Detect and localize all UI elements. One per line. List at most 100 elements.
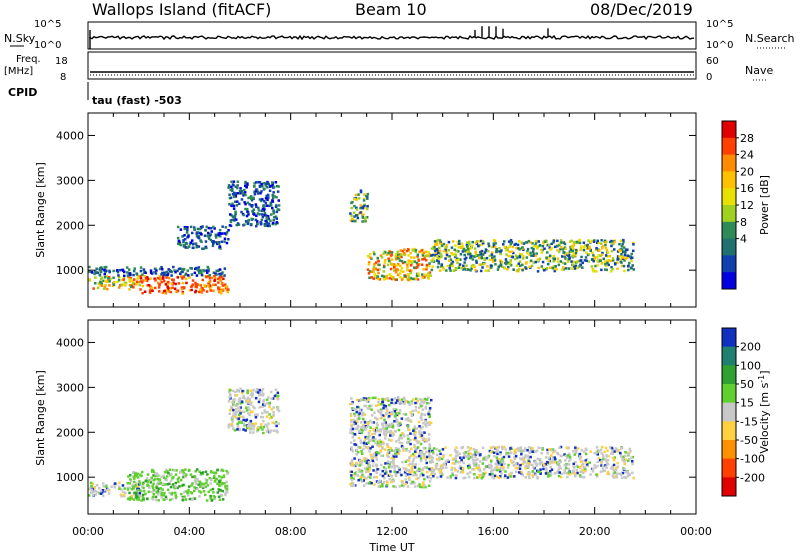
echo-cell bbox=[237, 421, 241, 424]
echo-cell bbox=[457, 258, 460, 262]
echo-cell bbox=[229, 196, 233, 199]
echo-cell bbox=[424, 485, 427, 489]
echo-cell bbox=[383, 476, 386, 480]
echo-cell bbox=[151, 289, 154, 293]
echo-cell bbox=[405, 449, 408, 452]
echo-cell bbox=[545, 467, 548, 470]
echo-cell bbox=[239, 415, 242, 419]
echo-cell bbox=[435, 241, 438, 244]
echo-cell bbox=[201, 247, 204, 250]
echo-cell bbox=[559, 247, 562, 251]
echo-cell bbox=[227, 184, 231, 187]
echo-cell bbox=[219, 488, 222, 492]
echo-cell bbox=[264, 214, 268, 217]
echo-cell bbox=[599, 254, 602, 258]
echo-cell bbox=[122, 493, 126, 497]
echo-cell bbox=[356, 417, 359, 421]
echo-cell bbox=[438, 239, 442, 242]
echo-cell bbox=[365, 426, 369, 429]
echo-cell bbox=[428, 271, 432, 274]
echo-cell bbox=[439, 241, 443, 244]
echo-cell bbox=[237, 417, 240, 420]
echo-cell bbox=[548, 461, 551, 465]
echo-cell bbox=[544, 456, 548, 459]
echo-cell bbox=[213, 479, 217, 483]
echo-cell bbox=[163, 273, 166, 277]
echo-cell bbox=[453, 248, 456, 252]
echo-cell bbox=[251, 410, 254, 413]
echo-cell bbox=[419, 427, 423, 430]
echo-cell bbox=[492, 445, 495, 449]
echo-cell bbox=[103, 267, 107, 270]
echo-cell bbox=[420, 452, 424, 455]
echo-cell bbox=[615, 476, 619, 479]
echo-cell bbox=[404, 474, 408, 477]
echo-cell bbox=[616, 258, 619, 261]
echo-cell bbox=[477, 244, 480, 248]
echo-cell bbox=[486, 265, 489, 268]
echo-cell bbox=[553, 461, 556, 464]
echo-cell bbox=[594, 264, 597, 268]
echo-cell bbox=[624, 454, 627, 458]
echo-cell bbox=[236, 180, 240, 183]
echo-cell bbox=[268, 204, 271, 208]
echo-cell bbox=[509, 451, 513, 455]
echo-cell bbox=[389, 267, 393, 271]
echo-cell bbox=[530, 254, 533, 257]
echo-cell bbox=[384, 251, 387, 254]
colorbar-segment bbox=[722, 440, 736, 460]
echo-cell bbox=[191, 246, 195, 249]
echo-cell bbox=[415, 474, 418, 477]
echo-cell bbox=[155, 486, 159, 489]
echo-cell bbox=[258, 213, 261, 216]
nave-label: Nave bbox=[745, 64, 773, 77]
echo-cell bbox=[579, 263, 583, 267]
echo-cell bbox=[422, 268, 425, 271]
echo-cell bbox=[377, 444, 381, 448]
echo-cell bbox=[524, 454, 527, 457]
echo-cell bbox=[448, 264, 452, 267]
echo-cell bbox=[139, 269, 143, 273]
echo-cell bbox=[267, 217, 270, 221]
echo-cell bbox=[414, 248, 418, 252]
echo-cell bbox=[275, 221, 278, 224]
echo-cell bbox=[409, 276, 413, 280]
echo-cell bbox=[181, 292, 184, 295]
echo-cell bbox=[239, 412, 242, 415]
echo-cell bbox=[412, 428, 416, 431]
y-tick-label: 4000 bbox=[56, 336, 84, 349]
echo-cell bbox=[421, 258, 424, 261]
echo-cell bbox=[604, 241, 607, 244]
y-tick-label: 1000 bbox=[56, 471, 84, 484]
echo-cell bbox=[417, 420, 421, 424]
xlabel-time-ut: Time UT bbox=[368, 541, 414, 554]
echo-cell bbox=[367, 463, 370, 466]
echo-cell bbox=[246, 396, 250, 400]
echo-cell bbox=[372, 461, 375, 464]
echo-cell bbox=[524, 464, 527, 468]
echo-cell bbox=[247, 406, 250, 409]
echo-cell bbox=[442, 462, 445, 466]
echo-cell bbox=[377, 428, 380, 432]
echo-cell bbox=[410, 454, 413, 457]
echo-cell bbox=[420, 400, 423, 404]
echo-cell bbox=[524, 266, 527, 269]
echo-cell bbox=[458, 239, 461, 243]
echo-cell bbox=[239, 387, 242, 390]
echo-cell bbox=[421, 469, 424, 472]
nsearch-label: N.Search bbox=[745, 32, 795, 45]
echo-cell bbox=[160, 266, 163, 269]
echo-cell bbox=[268, 401, 271, 405]
echo-cell bbox=[394, 253, 398, 256]
echo-cell bbox=[273, 429, 276, 432]
colorbar-segment bbox=[722, 402, 736, 422]
echo-cell bbox=[265, 216, 268, 219]
echo-cell bbox=[571, 265, 575, 268]
echo-cell bbox=[620, 455, 623, 458]
echo-cell bbox=[250, 205, 254, 208]
echo-cell bbox=[564, 466, 568, 470]
echo-cell bbox=[417, 454, 421, 458]
echo-cell bbox=[505, 262, 508, 266]
echo-cell bbox=[549, 460, 552, 463]
colorbar-segment bbox=[722, 238, 736, 256]
